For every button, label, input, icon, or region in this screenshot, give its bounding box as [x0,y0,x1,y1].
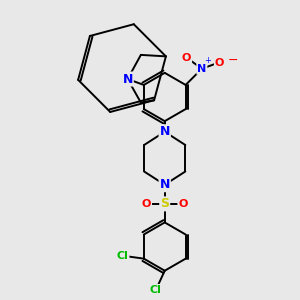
Text: N: N [160,178,170,191]
Text: O: O [142,199,151,209]
Text: N: N [122,73,133,85]
Text: N: N [197,64,206,74]
Text: Cl: Cl [117,251,129,261]
Text: −: − [228,54,238,67]
Text: N: N [160,125,170,138]
Text: Cl: Cl [150,285,162,295]
Text: +: + [204,56,211,65]
Text: O: O [215,58,224,68]
Text: O: O [178,199,188,209]
Text: S: S [160,197,169,210]
Text: O: O [182,52,191,62]
